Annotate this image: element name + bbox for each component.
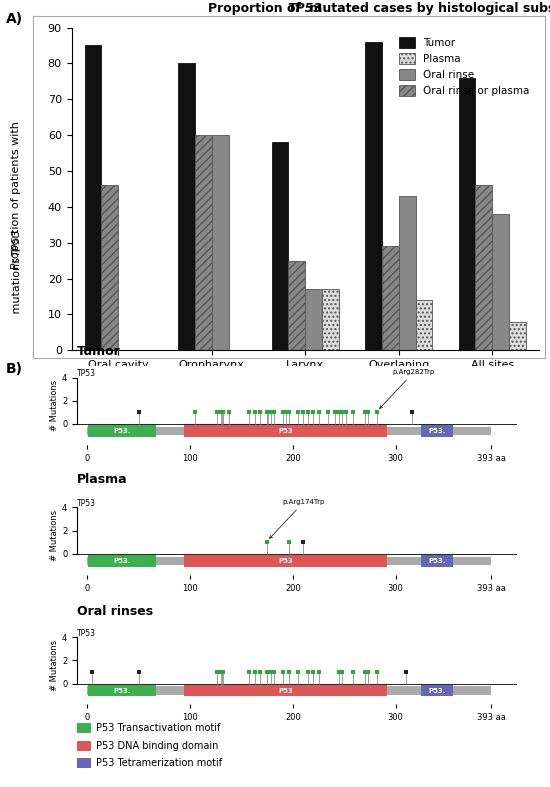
Text: P53 DNA binding domain: P53 DNA binding domain <box>96 741 219 751</box>
Y-axis label: # Mutations: # Mutations <box>50 380 59 430</box>
Bar <box>272 142 288 350</box>
Text: Oral rinses: Oral rinses <box>77 604 153 618</box>
Y-axis label: # Mutations: # Mutations <box>50 640 59 690</box>
Legend: Tumor, Plasma, Oral rinse, Oral rinse or plasma: Tumor, Plasma, Oral rinse, Oral rinse or… <box>395 33 534 100</box>
Bar <box>421 555 453 567</box>
Bar <box>382 246 399 350</box>
Text: Tumor: Tumor <box>77 345 121 358</box>
Bar <box>85 46 101 350</box>
Bar <box>87 427 491 435</box>
Bar <box>399 196 416 350</box>
Text: Proportion of patients with: Proportion of patients with <box>12 117 21 268</box>
Text: P53: P53 <box>278 688 293 694</box>
Text: P53.: P53. <box>428 428 446 434</box>
Text: P53.: P53. <box>113 558 131 564</box>
Text: TP53: TP53 <box>288 2 323 15</box>
Bar <box>305 290 322 350</box>
Bar <box>178 64 195 350</box>
Text: P53.: P53. <box>428 688 446 694</box>
Bar <box>89 555 156 567</box>
Text: A): A) <box>6 12 23 26</box>
Text: P53: P53 <box>278 558 293 564</box>
Text: P53 Tetramerization motif: P53 Tetramerization motif <box>96 758 222 768</box>
Bar <box>288 260 305 350</box>
Bar <box>212 135 229 350</box>
Text: B): B) <box>6 362 23 376</box>
Bar <box>509 322 526 350</box>
Bar <box>475 185 492 350</box>
Bar <box>421 685 453 696</box>
Text: P53 Transactivation motif: P53 Transactivation motif <box>96 723 221 733</box>
Bar <box>89 425 156 437</box>
Text: TP53: TP53 <box>77 499 96 508</box>
Text: TP53: TP53 <box>77 369 96 379</box>
Bar <box>365 42 382 350</box>
Text: mutated cases by histological subsite: mutated cases by histological subsite <box>305 2 550 15</box>
Text: Proportion of: Proportion of <box>208 2 305 15</box>
Bar <box>459 78 475 350</box>
Bar <box>184 425 387 437</box>
Text: Plasma: Plasma <box>77 473 128 486</box>
Text: P53.: P53. <box>113 428 131 434</box>
Bar <box>195 135 212 350</box>
Bar <box>87 556 491 565</box>
Text: mutations: mutations <box>12 257 21 317</box>
Text: P53.: P53. <box>428 558 446 564</box>
Text: p.Arg174Trp: p.Arg174Trp <box>270 499 325 538</box>
Bar <box>184 555 387 567</box>
Bar <box>421 425 453 437</box>
Bar <box>101 185 118 350</box>
Text: TP53: TP53 <box>77 629 96 638</box>
Text: TP53: TP53 <box>12 228 21 257</box>
Bar <box>89 685 156 696</box>
Bar <box>492 214 509 350</box>
Text: p.Arg282Trp: p.Arg282Trp <box>379 369 435 408</box>
Text: P53: P53 <box>278 428 293 434</box>
Text: P53.: P53. <box>113 688 131 694</box>
Bar <box>416 300 432 350</box>
Y-axis label: # Mutations: # Mutations <box>50 510 59 560</box>
Bar <box>322 290 339 350</box>
Bar <box>87 686 491 695</box>
Bar <box>184 685 387 696</box>
